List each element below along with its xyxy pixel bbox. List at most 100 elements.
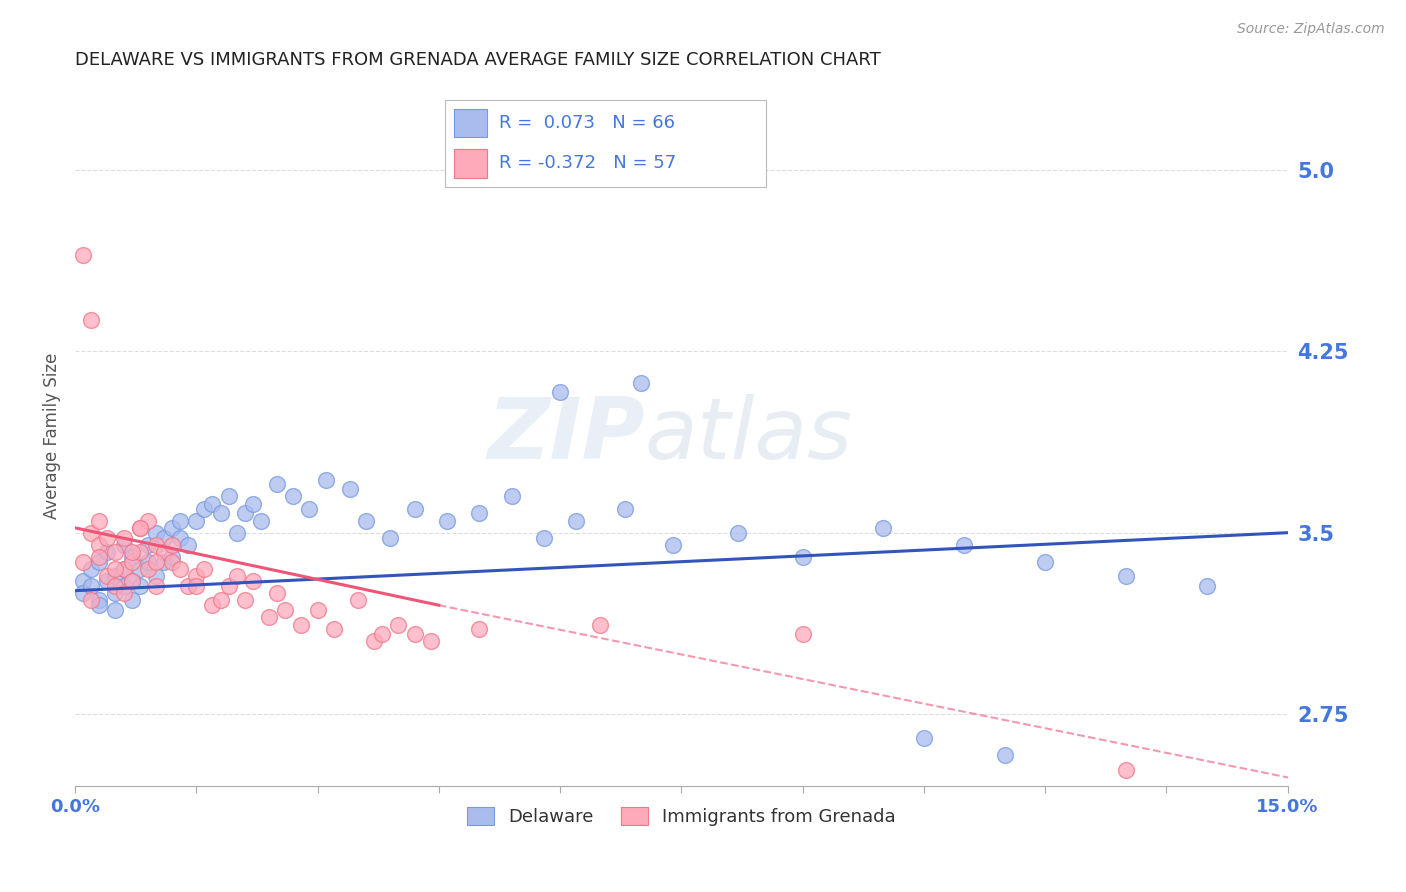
Point xyxy=(953,538,976,552)
Point xyxy=(112,562,135,576)
Point xyxy=(186,569,208,583)
Y-axis label: Average Family Size: Average Family Size xyxy=(44,353,60,519)
Point xyxy=(121,574,143,588)
Point xyxy=(96,569,118,583)
Point xyxy=(419,634,441,648)
Point xyxy=(209,506,232,520)
Point xyxy=(468,623,491,637)
Point xyxy=(193,501,215,516)
Point xyxy=(112,579,135,593)
Point xyxy=(72,574,94,588)
Point xyxy=(128,545,150,559)
Point xyxy=(112,538,135,552)
Point xyxy=(872,521,894,535)
Point xyxy=(589,617,612,632)
Point xyxy=(298,501,321,516)
Point xyxy=(307,603,329,617)
Point xyxy=(89,549,111,564)
Point xyxy=(218,579,240,593)
Point xyxy=(1033,555,1056,569)
Point xyxy=(72,555,94,569)
Point xyxy=(209,593,232,607)
Point xyxy=(80,525,103,540)
Point xyxy=(436,514,458,528)
Point xyxy=(533,531,555,545)
Point xyxy=(128,521,150,535)
Point xyxy=(80,562,103,576)
Point xyxy=(177,579,200,593)
Point xyxy=(89,598,111,612)
Point xyxy=(347,593,370,607)
Point xyxy=(128,521,150,535)
Point xyxy=(145,569,167,583)
Point xyxy=(104,562,127,576)
Point xyxy=(283,490,305,504)
Point xyxy=(169,531,191,545)
Point xyxy=(290,617,312,632)
Point xyxy=(104,545,127,559)
Point xyxy=(266,477,288,491)
Point xyxy=(136,538,159,552)
Point xyxy=(89,538,111,552)
Point xyxy=(404,501,426,516)
Point xyxy=(136,562,159,576)
Point xyxy=(912,731,935,746)
Point xyxy=(121,545,143,559)
Point xyxy=(193,562,215,576)
Point xyxy=(177,538,200,552)
Point xyxy=(104,603,127,617)
Point xyxy=(121,593,143,607)
Point xyxy=(112,531,135,545)
Point xyxy=(322,623,344,637)
Point xyxy=(201,497,224,511)
Point xyxy=(145,555,167,569)
Point xyxy=(89,514,111,528)
Point xyxy=(250,514,273,528)
Point xyxy=(565,514,588,528)
Point xyxy=(80,593,103,607)
Legend: Delaware, Immigrants from Grenada: Delaware, Immigrants from Grenada xyxy=(460,800,903,833)
Point xyxy=(104,569,127,583)
Text: DELAWARE VS IMMIGRANTS FROM GRENADA AVERAGE FAMILY SIZE CORRELATION CHART: DELAWARE VS IMMIGRANTS FROM GRENADA AVER… xyxy=(75,51,880,69)
Point xyxy=(233,593,256,607)
Point xyxy=(80,579,103,593)
Point xyxy=(145,579,167,593)
Point xyxy=(354,514,377,528)
Point xyxy=(160,538,183,552)
Point xyxy=(315,473,337,487)
Point xyxy=(501,490,523,504)
Point xyxy=(104,579,127,593)
Point xyxy=(186,579,208,593)
Point xyxy=(153,555,176,569)
Point xyxy=(121,574,143,588)
Text: ZIP: ZIP xyxy=(488,394,645,477)
Point xyxy=(153,531,176,545)
Point xyxy=(80,313,103,327)
Point xyxy=(1195,579,1218,593)
Point xyxy=(145,525,167,540)
Point xyxy=(186,514,208,528)
Point xyxy=(274,603,297,617)
Point xyxy=(994,747,1017,762)
Point xyxy=(1115,569,1137,583)
Point xyxy=(136,555,159,569)
Point xyxy=(96,545,118,559)
Point xyxy=(96,574,118,588)
Point xyxy=(380,531,402,545)
Point xyxy=(339,482,361,496)
Point xyxy=(72,586,94,600)
Point xyxy=(169,514,191,528)
Point xyxy=(266,586,288,600)
Point xyxy=(727,525,749,540)
Point xyxy=(257,610,280,624)
Point xyxy=(112,586,135,600)
Point xyxy=(363,634,385,648)
Point xyxy=(145,538,167,552)
Point xyxy=(371,627,394,641)
Point xyxy=(160,555,183,569)
Point xyxy=(468,506,491,520)
Point xyxy=(121,549,143,564)
Text: Source: ZipAtlas.com: Source: ZipAtlas.com xyxy=(1237,22,1385,37)
Point xyxy=(387,617,409,632)
Point xyxy=(128,579,150,593)
